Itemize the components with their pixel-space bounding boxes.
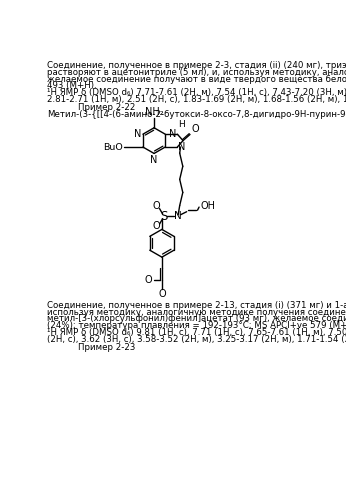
- Text: 2.81-2.71 (1H, м), 2.51 (2H, с), 1.83-1.69 (2H, м), 1.68-1.56 (2H, м), 1.45-1.30: 2.81-2.71 (1H, м), 2.51 (2H, с), 1.83-1.…: [47, 95, 346, 104]
- Text: растворяют в ацетонитриле (5 мл), и, используя методику, аналогичную методике по: растворяют в ацетонитриле (5 мл), и, исп…: [47, 68, 346, 77]
- Text: H: H: [178, 120, 185, 129]
- Text: N: N: [178, 142, 185, 152]
- Text: O: O: [158, 289, 166, 299]
- Text: N: N: [134, 129, 142, 139]
- Text: желаемое соединение получают в виде твердого вещества белого цвета. Выход: 35 мг: желаемое соединение получают в виде твер…: [47, 74, 346, 83]
- Text: N: N: [173, 211, 181, 221]
- Text: метил-[3-(хлорсульфонил)фенил]ацетат (93 мг), желаемое соединение получают в вид: метил-[3-(хлорсульфонил)фенил]ацетат (93…: [47, 314, 346, 323]
- Text: OH: OH: [201, 201, 216, 211]
- Text: S: S: [161, 210, 168, 223]
- Text: Соединение, полученное в примере 2-13, стадия (i) (371 мг) и 1-амино-2-метилпроп: Соединение, полученное в примере 2-13, с…: [47, 301, 346, 310]
- Text: Пример 2-22: Пример 2-22: [78, 103, 136, 112]
- Text: используя методику, аналогичную методике получения соединения по примеру 2-19, и: используя методику, аналогичную методике…: [47, 307, 346, 316]
- Text: ¹H ЯМР δ (DMSO d₆) 7.71-7.61 (2H, м), 7.54 (1H, с), 7.43-7.20 (3H, м), 6.73 (1H,: ¹H ЯМР δ (DMSO d₆) 7.71-7.61 (2H, м), 7.…: [47, 88, 346, 97]
- Text: O: O: [144, 275, 152, 285]
- Text: Метил-(3-{[[4-(6-амино-2-бутокси-8-оксо-7,8-дигидро-9H-пурин-9-ил)бутил](2-гидро: Метил-(3-{[[4-(6-амино-2-бутокси-8-оксо-…: [47, 110, 346, 119]
- Text: Соединение, полученное в примере 2-3, стадия (ii) (240 мг), триэтиламин (0.12 мл: Соединение, полученное в примере 2-3, ст…: [47, 61, 346, 70]
- Text: (2H, с), 3.62 (3H, с), 3.58-3.52 (2H, м), 3.25-3.17 (2H, м), 1.71-1.54 (2H, м), : (2H, с), 3.62 (3H, с), 3.58-3.52 (2H, м)…: [47, 334, 346, 343]
- Text: Пример 2-23: Пример 2-23: [78, 343, 136, 352]
- Text: N: N: [151, 155, 158, 165]
- Text: ¹H ЯМР δ (DMSO d₆) 9.81 (1H, с), 7.71 (1H, с), 7.65-7.61 (1H, м), 7.50-7.42 (2H,: ¹H ЯМР δ (DMSO d₆) 9.81 (1H, с), 7.71 (1…: [47, 328, 346, 337]
- Text: N: N: [169, 129, 176, 139]
- Text: O: O: [191, 124, 199, 134]
- Text: NH₂: NH₂: [145, 107, 163, 117]
- Text: 493 (M+H).: 493 (M+H).: [47, 81, 97, 90]
- Text: BuO: BuO: [103, 143, 123, 152]
- Text: (24%); температура плавления = 192-193°C; MS APCI+ve 579 (M+H).: (24%); температура плавления = 192-193°C…: [47, 321, 346, 330]
- Text: O: O: [153, 222, 160, 232]
- Text: O: O: [153, 201, 160, 211]
